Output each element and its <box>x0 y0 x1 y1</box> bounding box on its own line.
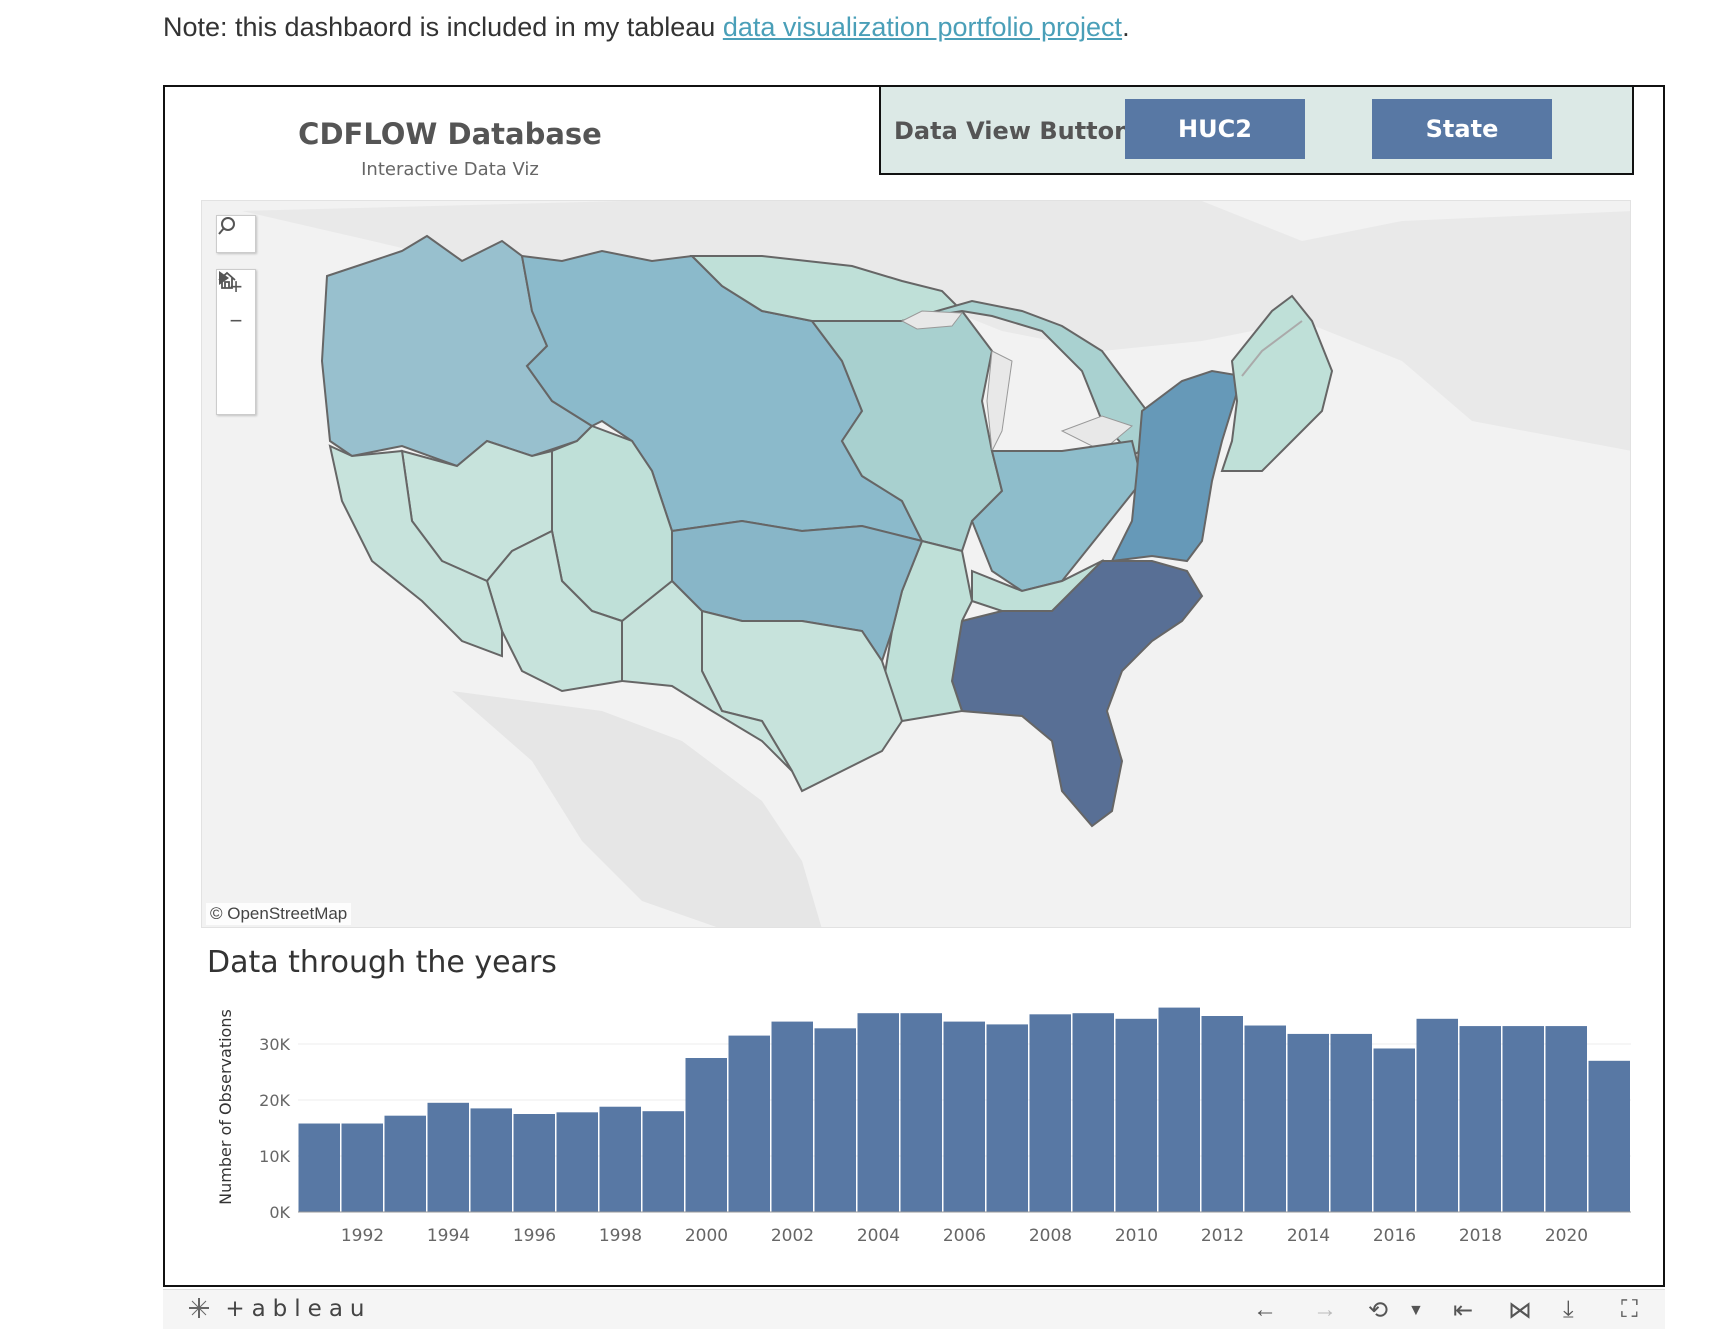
x-tick-label: 1994 <box>427 1226 470 1246</box>
undo-arrow-icon[interactable]: ← <box>1253 1296 1277 1323</box>
bar-2014[interactable] <box>1287 1033 1330 1212</box>
bar-2015[interactable] <box>1330 1033 1373 1212</box>
x-tick-label: 2012 <box>1201 1226 1244 1246</box>
bar-2011[interactable] <box>1158 1007 1201 1212</box>
bar-1994[interactable] <box>427 1102 470 1212</box>
bar-2003[interactable] <box>814 1028 857 1212</box>
y-axis-label: Number of Observations <box>216 1009 235 1205</box>
dashboard-subtitle: Interactive Data Viz <box>361 159 539 180</box>
bar-1991[interactable] <box>298 1123 341 1212</box>
x-tick-label: 2000 <box>685 1226 728 1246</box>
x-tick-label: 2008 <box>1029 1226 1072 1246</box>
y-tick-label: 20K <box>259 1091 290 1110</box>
bar-2013[interactable] <box>1244 1025 1287 1212</box>
bar-1992[interactable] <box>341 1123 384 1212</box>
home-icon[interactable] <box>217 271 255 372</box>
dashboard-title: CDFLOW Database <box>298 117 602 151</box>
bar-1996[interactable] <box>513 1114 556 1212</box>
bar-2009[interactable] <box>1072 1013 1115 1212</box>
region-new-england <box>1220 294 1334 472</box>
y-tick-label: 0K <box>269 1203 290 1222</box>
revert-icon[interactable]: ⟲ <box>1368 1297 1389 1324</box>
tableau-logo-text: +ableau <box>225 1296 372 1322</box>
x-tick-label: 1996 <box>513 1226 556 1246</box>
x-tick-label: 2020 <box>1545 1226 1588 1246</box>
chart-title: Data through the years <box>207 945 557 980</box>
bar-1993[interactable] <box>384 1115 427 1212</box>
bar-1997[interactable] <box>556 1112 599 1212</box>
x-tick-label: 2002 <box>771 1226 814 1246</box>
bar-2004[interactable] <box>857 1013 900 1212</box>
bar-2018[interactable] <box>1459 1026 1502 1212</box>
x-tick-label: 2018 <box>1459 1226 1502 1246</box>
note-prefix: Note: this dashbaord is included in my t… <box>163 12 723 42</box>
bar-2016[interactable] <box>1373 1048 1416 1212</box>
bar-2008[interactable] <box>1029 1014 1072 1212</box>
bar-2019[interactable] <box>1502 1026 1545 1212</box>
region-rio-grande <box>621 579 793 772</box>
map-zoom-tools: + − <box>216 269 256 415</box>
reset-icon[interactable]: ⇤ <box>1453 1297 1474 1324</box>
y-tick-label: 10K <box>259 1147 290 1166</box>
bar-2020[interactable] <box>1545 1026 1588 1212</box>
y-tick-label: 30K <box>259 1035 290 1054</box>
bar-2002[interactable] <box>771 1021 814 1212</box>
portfolio-link[interactable]: data visualization portfolio project <box>722 12 1123 42</box>
osm-attribution: © OpenStreetMap <box>206 903 352 925</box>
huc2-button[interactable]: HUC2 <box>1125 99 1305 159</box>
us-watershed-map[interactable]: + − © OpenStreetMap <box>201 200 1631 928</box>
bar-2005[interactable] <box>900 1013 943 1212</box>
bar-2001[interactable] <box>728 1035 771 1212</box>
region-mid-atlantic <box>1110 369 1244 563</box>
bar-2017[interactable] <box>1416 1018 1459 1212</box>
region-upper-mississippi <box>810 309 1004 553</box>
x-tick-label: 2016 <box>1373 1226 1416 1246</box>
redo-arrow-icon[interactable]: → <box>1313 1296 1337 1323</box>
x-tick-label: 2006 <box>943 1226 986 1246</box>
x-tick-label: 1998 <box>599 1226 642 1246</box>
region-lower-colorado <box>485 529 623 693</box>
x-tick-label: 2014 <box>1287 1226 1330 1246</box>
tableau-mark-icon <box>189 1298 209 1318</box>
bar-2012[interactable] <box>1201 1016 1244 1212</box>
note-suffix: . <box>1122 12 1130 42</box>
bar-2010[interactable] <box>1115 1018 1158 1212</box>
zoom-out-button[interactable]: − <box>229 308 243 333</box>
portfolio-note: Note: this dashbaord is included in my t… <box>163 12 1130 43</box>
state-button[interactable]: State <box>1372 99 1552 159</box>
map-search-tool[interactable] <box>216 215 256 253</box>
x-tick-label: 2010 <box>1115 1226 1158 1246</box>
dropdown-icon[interactable]: ▼ <box>1408 1302 1424 1319</box>
bar-2021[interactable] <box>1588 1060 1631 1212</box>
x-tick-label: 2004 <box>857 1226 900 1246</box>
tableau-toolbar: +ableau ← → ⟲ ▼ ⇤ ⋈ ⤓ ⛶ <box>163 1289 1665 1329</box>
dashboard-title-block: CDFLOW Database Interactive Data Viz <box>165 117 735 180</box>
x-tick-label: 1992 <box>341 1226 384 1246</box>
tableau-dashboard: CDFLOW Database Interactive Data Viz Dat… <box>163 85 1665 1287</box>
observations-bar-chart[interactable]: 0K 10K 20K 30K Number of Observations 1992 199… <box>201 992 1631 1262</box>
data-view-buttons-panel: Data View Buttons HUC2 State <box>879 85 1634 175</box>
share-icon[interactable]: ⋈ <box>1508 1297 1532 1324</box>
bar-1995[interactable] <box>470 1108 513 1212</box>
fullscreen-icon[interactable]: ⛶ <box>1621 1296 1638 1323</box>
bar-2000[interactable] <box>685 1058 728 1212</box>
play-arrow-icon[interactable] <box>217 271 255 406</box>
data-view-buttons-label: Data View Buttons <box>894 117 1146 145</box>
download-icon[interactable]: ⤓ <box>1563 1296 1574 1323</box>
region-south-atlantic-gulf <box>950 560 1204 828</box>
bar-2007[interactable] <box>986 1024 1029 1212</box>
bar-1998[interactable] <box>599 1106 642 1212</box>
region-california <box>328 444 503 658</box>
bar-1999[interactable] <box>642 1111 685 1212</box>
map-canvas[interactable] <box>202 201 1631 928</box>
search-icon[interactable] <box>217 216 255 250</box>
tableau-logo[interactable]: +ableau <box>187 1296 372 1322</box>
bar-2006[interactable] <box>943 1021 986 1212</box>
